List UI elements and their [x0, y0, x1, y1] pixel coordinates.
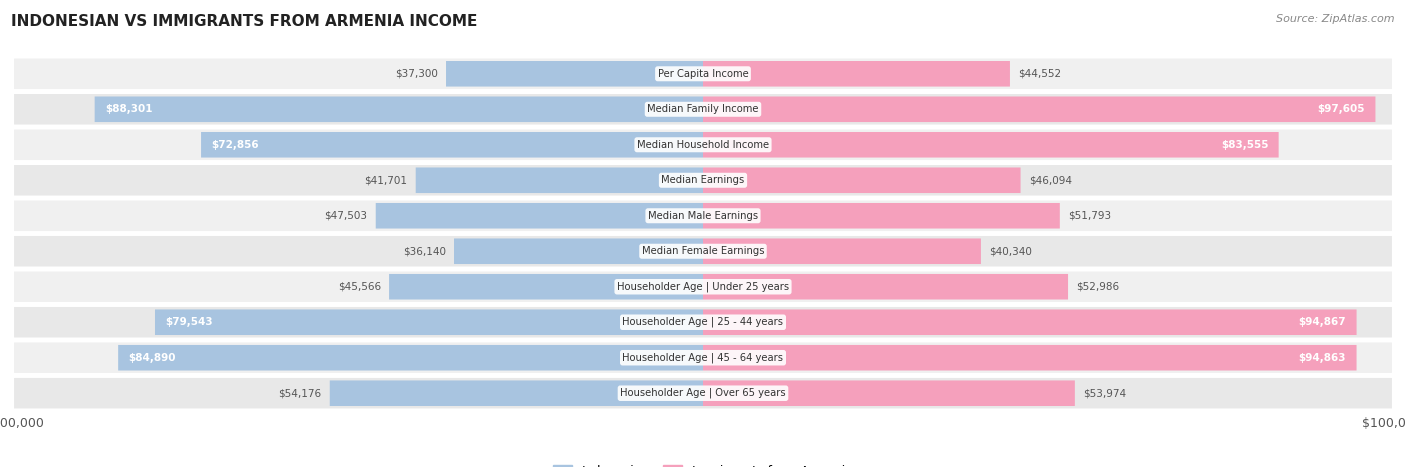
FancyBboxPatch shape: [14, 58, 1392, 89]
Text: Per Capita Income: Per Capita Income: [658, 69, 748, 79]
Text: $45,566: $45,566: [337, 282, 381, 292]
FancyBboxPatch shape: [416, 168, 703, 193]
FancyBboxPatch shape: [446, 61, 703, 86]
Text: Median Earnings: Median Earnings: [661, 175, 745, 185]
FancyBboxPatch shape: [389, 274, 703, 299]
FancyBboxPatch shape: [155, 310, 703, 335]
Text: $97,605: $97,605: [1317, 104, 1365, 114]
FancyBboxPatch shape: [14, 271, 1392, 302]
FancyBboxPatch shape: [14, 378, 1392, 409]
Text: $44,552: $44,552: [1018, 69, 1062, 79]
FancyBboxPatch shape: [703, 97, 1375, 122]
Text: Householder Age | 25 - 44 years: Householder Age | 25 - 44 years: [623, 317, 783, 327]
FancyBboxPatch shape: [14, 165, 1392, 196]
FancyBboxPatch shape: [703, 310, 1357, 335]
Text: Median Female Earnings: Median Female Earnings: [641, 246, 765, 256]
Text: $37,300: $37,300: [395, 69, 437, 79]
FancyBboxPatch shape: [94, 97, 703, 122]
FancyBboxPatch shape: [375, 203, 703, 228]
Text: Median Family Income: Median Family Income: [647, 104, 759, 114]
Text: $51,793: $51,793: [1069, 211, 1111, 221]
Text: $83,555: $83,555: [1220, 140, 1268, 150]
Text: $36,140: $36,140: [402, 246, 446, 256]
Text: $94,863: $94,863: [1299, 353, 1346, 363]
FancyBboxPatch shape: [703, 381, 1074, 406]
FancyBboxPatch shape: [703, 168, 1021, 193]
Text: Householder Age | Under 25 years: Householder Age | Under 25 years: [617, 282, 789, 292]
Text: INDONESIAN VS IMMIGRANTS FROM ARMENIA INCOME: INDONESIAN VS IMMIGRANTS FROM ARMENIA IN…: [11, 14, 478, 29]
FancyBboxPatch shape: [14, 236, 1392, 267]
FancyBboxPatch shape: [454, 239, 703, 264]
FancyBboxPatch shape: [703, 345, 1357, 370]
FancyBboxPatch shape: [201, 132, 703, 157]
Text: Median Male Earnings: Median Male Earnings: [648, 211, 758, 221]
Legend: Indonesian, Immigrants from Armenia: Indonesian, Immigrants from Armenia: [548, 460, 858, 467]
Text: Source: ZipAtlas.com: Source: ZipAtlas.com: [1277, 14, 1395, 24]
FancyBboxPatch shape: [703, 203, 1060, 228]
Text: $84,890: $84,890: [128, 353, 176, 363]
Text: $72,856: $72,856: [211, 140, 259, 150]
FancyBboxPatch shape: [330, 381, 703, 406]
Text: Householder Age | Over 65 years: Householder Age | Over 65 years: [620, 388, 786, 398]
Text: $52,986: $52,986: [1077, 282, 1119, 292]
FancyBboxPatch shape: [703, 274, 1069, 299]
Text: Median Household Income: Median Household Income: [637, 140, 769, 150]
Text: $54,176: $54,176: [278, 388, 322, 398]
FancyBboxPatch shape: [14, 200, 1392, 231]
FancyBboxPatch shape: [703, 239, 981, 264]
FancyBboxPatch shape: [14, 342, 1392, 373]
FancyBboxPatch shape: [14, 307, 1392, 338]
Text: $88,301: $88,301: [105, 104, 152, 114]
FancyBboxPatch shape: [703, 132, 1278, 157]
Text: $94,867: $94,867: [1299, 317, 1346, 327]
FancyBboxPatch shape: [118, 345, 703, 370]
Text: $47,503: $47,503: [325, 211, 367, 221]
Text: Householder Age | 45 - 64 years: Householder Age | 45 - 64 years: [623, 353, 783, 363]
FancyBboxPatch shape: [703, 61, 1010, 86]
Text: $53,974: $53,974: [1083, 388, 1126, 398]
FancyBboxPatch shape: [14, 94, 1392, 125]
Text: $41,701: $41,701: [364, 175, 408, 185]
FancyBboxPatch shape: [14, 129, 1392, 160]
Text: $40,340: $40,340: [990, 246, 1032, 256]
Text: $46,094: $46,094: [1029, 175, 1071, 185]
Text: $79,543: $79,543: [166, 317, 212, 327]
